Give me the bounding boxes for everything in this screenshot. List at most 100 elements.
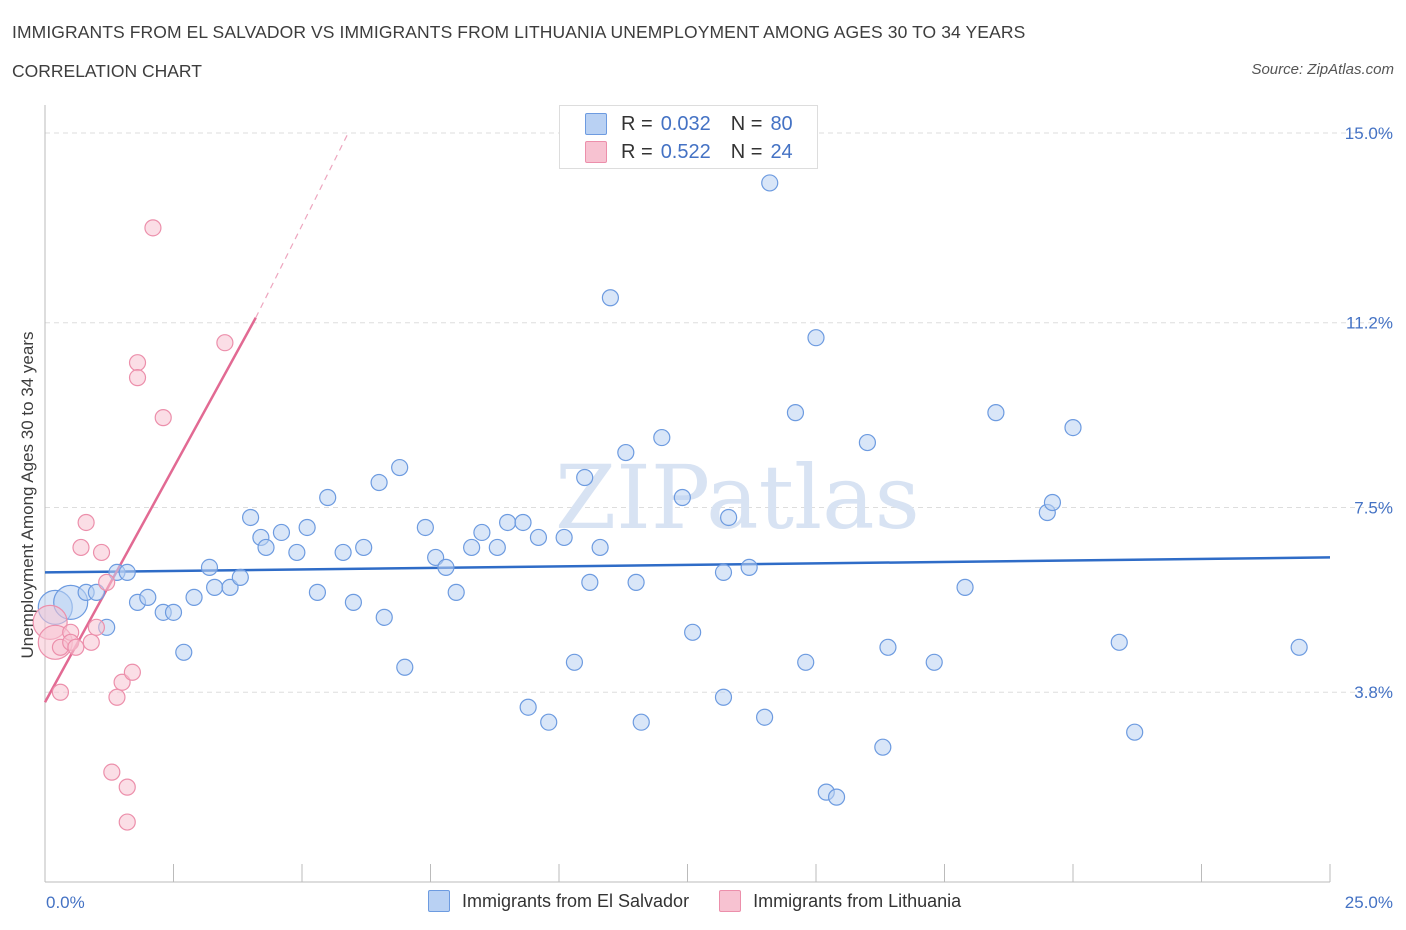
y-tick-label: 15.0%	[1345, 124, 1393, 143]
legend-row-el-salvador: R = 0.032 N = 80	[585, 112, 793, 136]
pink-data-point	[67, 638, 85, 656]
blue-data-point	[242, 508, 260, 527]
blue-data-point	[797, 653, 815, 671]
pink-data-point	[154, 409, 172, 427]
blue-data-point	[1110, 633, 1128, 651]
y-axis-label: Unemployment Among Ages 30 to 34 years	[18, 332, 37, 659]
pink-data-point	[98, 573, 116, 591]
x-tick-label: 0.0%	[46, 893, 85, 912]
blue-data-point	[529, 528, 548, 547]
blue-data-point	[684, 623, 702, 641]
pink-data-point	[216, 334, 234, 352]
pink-data-point	[113, 673, 131, 691]
x-tick-label: 25.0%	[1345, 893, 1393, 912]
pink-data-point	[103, 763, 121, 781]
blue-data-point	[761, 174, 779, 192]
blue-data-point	[221, 578, 239, 596]
blue-data-point	[565, 653, 584, 671]
blue-data-point	[1064, 418, 1082, 437]
blue-data-point	[519, 698, 537, 716]
blue-data-point	[786, 404, 805, 422]
y-tick-label: 3.8%	[1354, 683, 1393, 702]
blue-data-point	[200, 558, 219, 577]
watermark: ZIPatlas	[555, 446, 920, 549]
blue-data-point	[1043, 493, 1062, 512]
r-value: 0.032	[660, 112, 711, 135]
blue-data-point	[391, 458, 409, 477]
blue-data-point	[673, 488, 691, 507]
r-label: R =	[621, 140, 653, 163]
series-legend: Immigrants from El Salvador Immigrants f…	[428, 890, 991, 912]
blue-data-point	[879, 638, 897, 656]
blue-data-point	[139, 588, 157, 606]
chart-subtitle: CORRELATION CHART	[12, 61, 202, 81]
pink-data-point	[118, 813, 136, 831]
n-label: N =	[730, 112, 763, 135]
pink-data-point	[82, 633, 100, 651]
blue-data-point	[396, 658, 414, 676]
pink-data-point	[92, 543, 111, 562]
y-tick-label: 11.2%	[1346, 314, 1393, 333]
blue-data-point	[463, 538, 481, 557]
blue-data-point	[416, 518, 434, 537]
blue-data-point	[488, 538, 506, 557]
blue-data-point	[118, 563, 136, 582]
blue-data-point	[632, 713, 650, 731]
pink-data-point	[108, 688, 126, 706]
blue-data-point	[447, 583, 465, 601]
blue-trend-line	[44, 556, 1331, 574]
blue-data-point	[375, 608, 393, 626]
legend-item-lithuania: Immigrants from Lithuania	[719, 890, 961, 912]
blue-data-point	[298, 518, 316, 537]
blue-data-point	[1290, 638, 1308, 656]
blue-data-point	[355, 538, 373, 557]
blue-data-point	[288, 543, 306, 562]
blue-data-point	[576, 468, 594, 487]
blue-swatch	[428, 890, 450, 912]
blue-data-point	[714, 688, 733, 706]
chart-title: IMMIGRANTS FROM EL SALVADOR VS IMMIGRANT…	[12, 22, 1026, 42]
blue-data-point	[956, 578, 974, 596]
data-points	[32, 174, 1308, 831]
blue-data-point	[334, 543, 352, 562]
pink-data-point	[128, 369, 147, 387]
blue-data-point	[272, 523, 291, 542]
pink-data-point	[51, 683, 70, 701]
blue-data-point	[185, 588, 203, 606]
legend-label: Immigrants from El Salvador	[462, 890, 690, 911]
blue-data-point	[370, 473, 388, 492]
pink-trend-line	[43, 317, 257, 703]
n-value: 24	[770, 140, 793, 163]
r-value: 0.522	[660, 140, 711, 163]
blue-data-point	[175, 643, 193, 661]
pink-trend-extension	[255, 132, 349, 319]
pink-swatch	[719, 890, 742, 912]
legend-row-lithuania: R = 0.522 N = 24	[585, 140, 793, 164]
pink-data-point	[144, 219, 162, 237]
axes	[44, 105, 1331, 883]
blue-data-point	[807, 329, 825, 347]
blue-data-point	[437, 558, 455, 577]
source-label: Source: ZipAtlas.com	[1251, 61, 1394, 78]
legend-label: Immigrants from Lithuania	[753, 890, 962, 911]
stats-legend: R = 0.032 N = 80 R = 0.522 N = 24	[559, 105, 818, 169]
blue-data-point	[344, 593, 362, 611]
blue-data-point	[601, 289, 620, 307]
blue-data-point	[540, 713, 558, 731]
blue-data-point	[257, 538, 275, 557]
blue-data-point	[627, 573, 645, 591]
blue-data-point	[514, 513, 532, 532]
blue-swatch	[585, 113, 607, 135]
blue-data-point	[206, 578, 224, 596]
pink-data-point	[118, 778, 136, 796]
blue-data-point	[87, 583, 106, 601]
tick-labels: 3.8% 7.5% 11.2% 15.0% 0.0% 25.0% Unemployment …	[18, 124, 1393, 912]
blue-data-point	[740, 558, 758, 577]
blue-data-point	[319, 488, 337, 507]
blue-data-point	[617, 443, 635, 462]
pink-data-point	[123, 663, 141, 681]
blue-data-point	[874, 738, 892, 756]
pink-swatch	[585, 141, 607, 163]
blue-data-point	[755, 708, 774, 726]
blue-data-point	[827, 788, 846, 806]
